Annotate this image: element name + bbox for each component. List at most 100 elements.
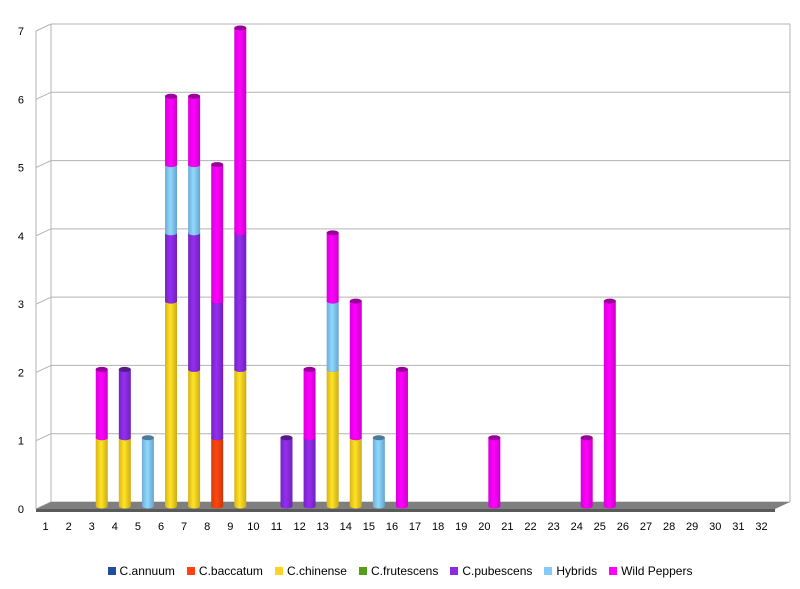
gridline-depth — [35, 228, 52, 237]
bar-segment — [326, 232, 339, 304]
x-tick-label: 5 — [135, 521, 141, 533]
bar-segment — [326, 301, 339, 372]
gridline-depth — [35, 91, 52, 100]
legend-label: C.pubescens — [462, 564, 533, 578]
bar-segment — [165, 164, 178, 236]
bar-segment — [141, 437, 154, 509]
x-tick-label: 7 — [181, 521, 187, 533]
bar-segment-top — [349, 298, 362, 304]
bar-segment — [165, 96, 178, 168]
bar-segment — [188, 96, 201, 168]
bar-segment — [488, 437, 501, 509]
bar-segment-top — [211, 162, 224, 168]
x-tick-label: 13 — [317, 521, 329, 533]
chart-legend: C.annuum C.baccatum C.chinense C.frutescens… — [0, 564, 800, 578]
bar-segment-top — [141, 435, 154, 441]
bar-segment — [188, 369, 201, 509]
bar-segment — [95, 369, 108, 441]
x-tick-label: 8 — [204, 521, 210, 533]
legend-swatch — [186, 567, 195, 575]
legend-label: C.annuum — [119, 564, 175, 578]
x-tick-label: 15 — [363, 521, 375, 533]
x-tick-label: 24 — [571, 521, 583, 533]
chart-bars — [95, 25, 616, 509]
bar-segment-top — [303, 366, 316, 372]
legend-swatch — [358, 567, 367, 575]
bar-segment — [234, 28, 247, 236]
bar-segment — [211, 437, 224, 509]
legend-label: Hybrids — [556, 564, 598, 578]
x-tick-label: 4 — [112, 521, 118, 533]
x-tick-label: 32 — [755, 521, 767, 533]
x-tick-label: 20 — [478, 521, 490, 533]
x-tick-label: 31 — [732, 521, 744, 533]
floor-top — [36, 502, 790, 509]
bar-segment — [188, 232, 201, 372]
bar-segment-top — [118, 366, 131, 372]
bar-segment — [395, 369, 408, 509]
y-tick-label: 7 — [18, 26, 24, 38]
x-tick-label: 17 — [409, 521, 421, 533]
bar-segment-top — [603, 298, 616, 304]
bar-segment — [580, 437, 593, 509]
bar-segment — [280, 437, 293, 509]
legend-label: C.baccatum — [198, 564, 263, 578]
bar-segment — [603, 301, 616, 509]
bar-segment — [211, 301, 224, 441]
legend-swatch — [609, 567, 618, 575]
legend-item: C.chinense — [274, 564, 347, 578]
x-tick-label: 23 — [547, 521, 559, 533]
legend-item: C.frutescens — [358, 564, 438, 578]
x-tick-label: 16 — [386, 521, 398, 533]
x-tick-label: 3 — [89, 521, 95, 533]
gridline-depth — [35, 23, 52, 32]
x-tick-label: 28 — [663, 521, 675, 533]
bar-segment-top — [234, 25, 247, 31]
legend-item: C.annuum — [107, 564, 175, 578]
bar-segment-top — [165, 93, 178, 99]
bar-segment-top — [372, 435, 385, 441]
legend-swatch — [544, 567, 553, 575]
y-tick-label: 3 — [18, 299, 24, 311]
x-tick-label: 9 — [227, 521, 233, 533]
bar-segment-top — [188, 93, 201, 99]
x-tick-label: 12 — [293, 521, 305, 533]
x-tick-label: 1 — [42, 521, 48, 533]
y-axis-ticks: 0 1 2 3 4 5 6 7 — [18, 26, 24, 516]
x-tick-label: 19 — [455, 521, 467, 533]
x-tick-label: 30 — [709, 521, 721, 533]
x-tick-label: 14 — [340, 521, 352, 533]
bar-segment-top — [326, 230, 339, 236]
y-tick-label: 2 — [18, 367, 24, 379]
bar-segment — [118, 369, 131, 441]
bar-segment — [118, 437, 131, 509]
bar-segment-top — [280, 435, 293, 441]
bar-segment — [234, 232, 247, 372]
x-tick-label: 18 — [432, 521, 444, 533]
legend-swatch — [274, 567, 283, 575]
x-tick-label: 25 — [594, 521, 606, 533]
legend-item: Hybrids — [544, 564, 597, 578]
legend-swatch — [107, 567, 116, 575]
y-tick-label: 4 — [18, 231, 24, 243]
y-tick-label: 0 — [18, 504, 24, 516]
bar-segment — [303, 437, 316, 509]
x-tick-label: 26 — [617, 521, 629, 533]
bar-segment — [95, 437, 108, 509]
legend-item: C.pubescens — [450, 564, 532, 578]
gridline-depth — [35, 296, 52, 305]
bar-segment-top — [95, 366, 108, 372]
bar-segment-top — [395, 366, 408, 372]
legend-label: Wild Peppers — [621, 564, 693, 578]
bar-segment — [372, 437, 385, 509]
gridline-depth — [35, 160, 52, 169]
x-tick-label: 10 — [247, 521, 259, 533]
x-tick-label: 11 — [271, 521, 282, 533]
bar-segment — [211, 164, 224, 304]
bar-segment — [188, 164, 201, 236]
legend-swatch — [450, 567, 459, 575]
legend-item: C.baccatum — [186, 564, 263, 578]
bar-segment — [326, 369, 339, 509]
bar-segment — [165, 301, 178, 509]
